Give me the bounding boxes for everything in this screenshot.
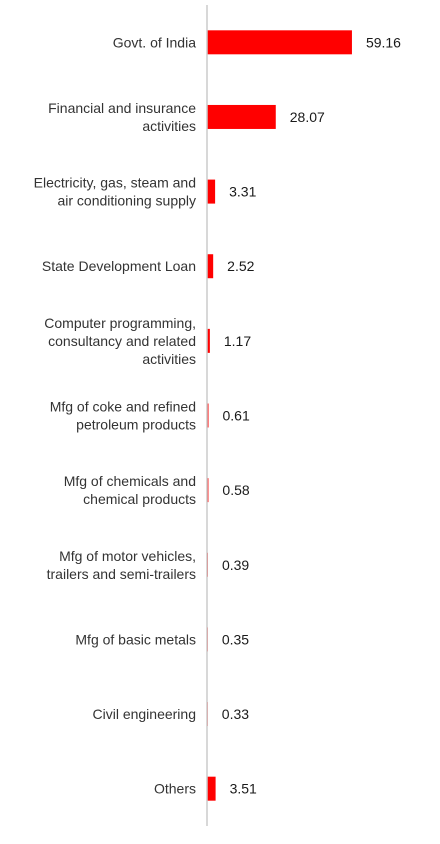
value-label: 0.35 [222, 631, 249, 647]
category-label: Mfg of motor vehicles, trailers and semi-… [47, 548, 196, 582]
category-label-line: State Development Loan [42, 258, 196, 274]
category-label: Mfg of coke and refined petroleum product… [50, 399, 196, 433]
category-label: Electricity, gas, steam and air condition… [34, 175, 196, 209]
category-label: Mfg of chemicals and chemical products [64, 473, 196, 507]
category-label-line: Computer programming, [44, 315, 196, 331]
category-label-line: Financial and insurance [48, 100, 196, 116]
bar [207, 179, 216, 204]
category-label-line: Govt. of India [113, 34, 196, 50]
category-label: Mfg of basic metals [75, 631, 196, 647]
value-label: 0.61 [222, 408, 249, 424]
category-label-line: chemical products [83, 491, 196, 507]
category-label: Financial and insurance activities [48, 100, 196, 134]
value-label: 0.58 [222, 482, 249, 498]
category-label-line: petroleum products [76, 417, 196, 433]
category-label-line: consultancy and related [48, 333, 196, 349]
bar [207, 104, 276, 129]
category-label-line: trailers and semi-trailers [47, 566, 196, 582]
category-label-line: Mfg of chemicals and [64, 473, 196, 489]
category-label-line: air conditioning supply [57, 193, 196, 209]
bars-layer [207, 30, 352, 801]
category-label-line: Mfg of motor vehicles, [59, 548, 196, 564]
category-label: Computer programming, consultancy and rel… [44, 315, 196, 367]
category-label: Civil engineering [92, 706, 196, 722]
value-label: 1.17 [224, 333, 251, 349]
value-labels-layer: 59.16 28.07 3.31 2.52 1.17 0.61 0.58 0.39 0.35 0.… [222, 34, 401, 796]
category-labels-layer: Govt. of India Financial and insurance act… [34, 34, 197, 796]
category-label-line: Civil engineering [92, 706, 196, 722]
category-label: Govt. of India [113, 34, 196, 50]
bar [207, 30, 352, 55]
value-label: 3.31 [229, 184, 256, 200]
value-label: 0.39 [222, 557, 249, 573]
category-label-line: Mfg of coke and refined [50, 399, 196, 415]
category-label: State Development Loan [42, 258, 196, 274]
category-label-line: activities [142, 351, 196, 367]
category-label-line: activities [142, 118, 196, 134]
value-label: 59.16 [366, 34, 401, 50]
category-label-line: Electricity, gas, steam and [34, 175, 196, 191]
category-label-line: Others [154, 781, 196, 797]
value-label: 0.33 [222, 706, 249, 722]
value-label: 28.07 [290, 109, 325, 125]
category-label-line: Mfg of basic metals [75, 631, 196, 647]
bar [207, 328, 210, 353]
bar [207, 254, 214, 279]
value-label: 3.51 [230, 781, 257, 797]
value-label: 2.52 [227, 258, 254, 274]
category-label: Others [154, 781, 196, 797]
bar [207, 776, 216, 801]
